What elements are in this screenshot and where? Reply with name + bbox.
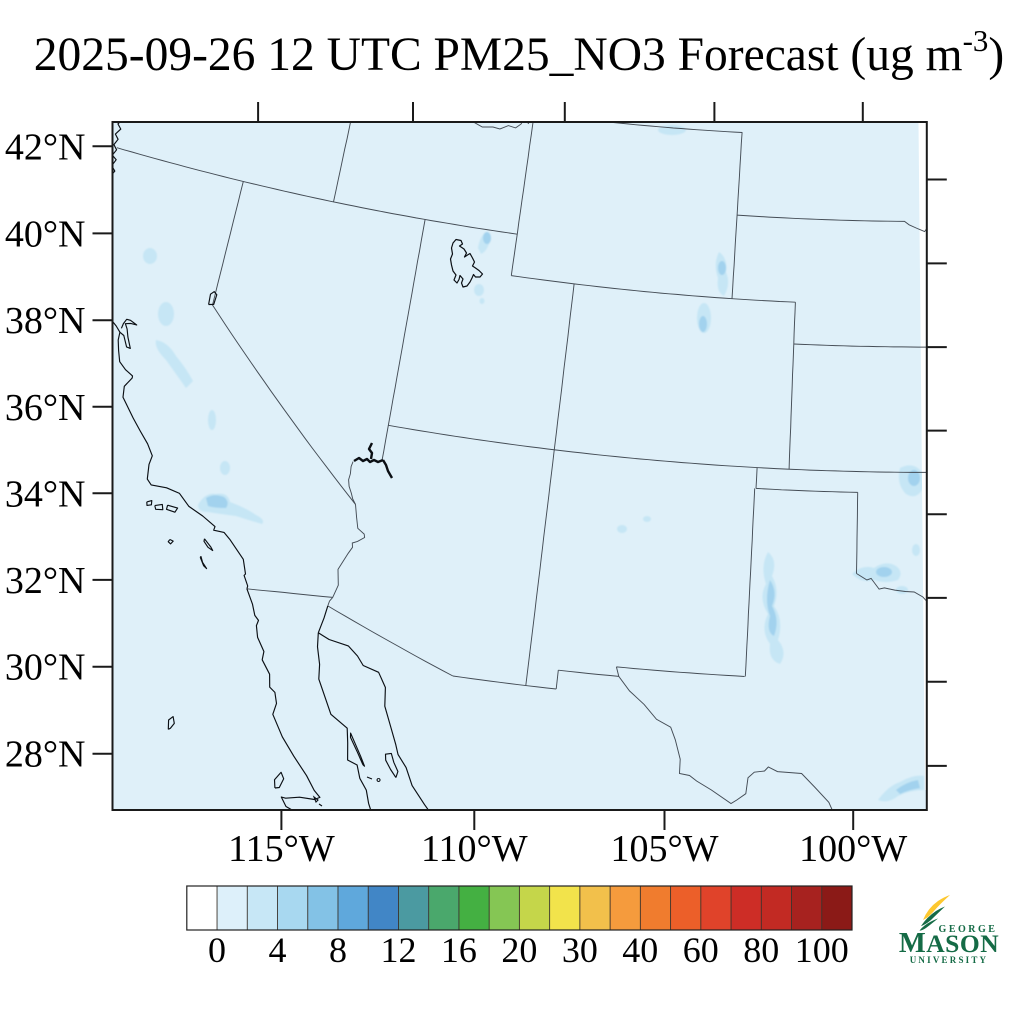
svg-text:28°N: 28°N [5, 734, 86, 776]
svg-text:36°N: 36°N [5, 387, 86, 429]
svg-text:38°N: 38°N [5, 300, 86, 342]
svg-text:40: 40 [622, 930, 658, 970]
svg-text:12: 12 [381, 930, 417, 970]
svg-text:100: 100 [795, 930, 849, 970]
svg-text:30: 30 [562, 930, 598, 970]
svg-text:MASON: MASON [899, 928, 999, 959]
svg-text:16: 16 [441, 930, 477, 970]
svg-text:30°N: 30°N [5, 647, 86, 689]
svg-text:100°W: 100°W [799, 828, 907, 870]
svg-text:60: 60 [683, 930, 719, 970]
svg-text:110°W: 110°W [421, 828, 528, 870]
svg-text:105°W: 105°W [610, 828, 718, 870]
svg-text:40°N: 40°N [5, 213, 86, 255]
svg-text:UNIVERSITY: UNIVERSITY [910, 955, 989, 965]
svg-text:0: 0 [208, 930, 226, 970]
svg-text:2025-09-26 12 UTC PM25_NO3 For: 2025-09-26 12 UTC PM25_NO3 Forecast (ug … [34, 23, 1004, 81]
svg-text:80: 80 [743, 930, 779, 970]
svg-text:20: 20 [501, 930, 537, 970]
svg-text:8: 8 [329, 930, 347, 970]
svg-text:34°N: 34°N [5, 473, 86, 515]
svg-text:GEORGE: GEORGE [939, 924, 998, 935]
svg-text:42°N: 42°N [5, 126, 86, 168]
svg-text:115°W: 115°W [228, 828, 335, 870]
svg-text:4: 4 [269, 930, 287, 970]
svg-text:32°N: 32°N [5, 560, 86, 602]
